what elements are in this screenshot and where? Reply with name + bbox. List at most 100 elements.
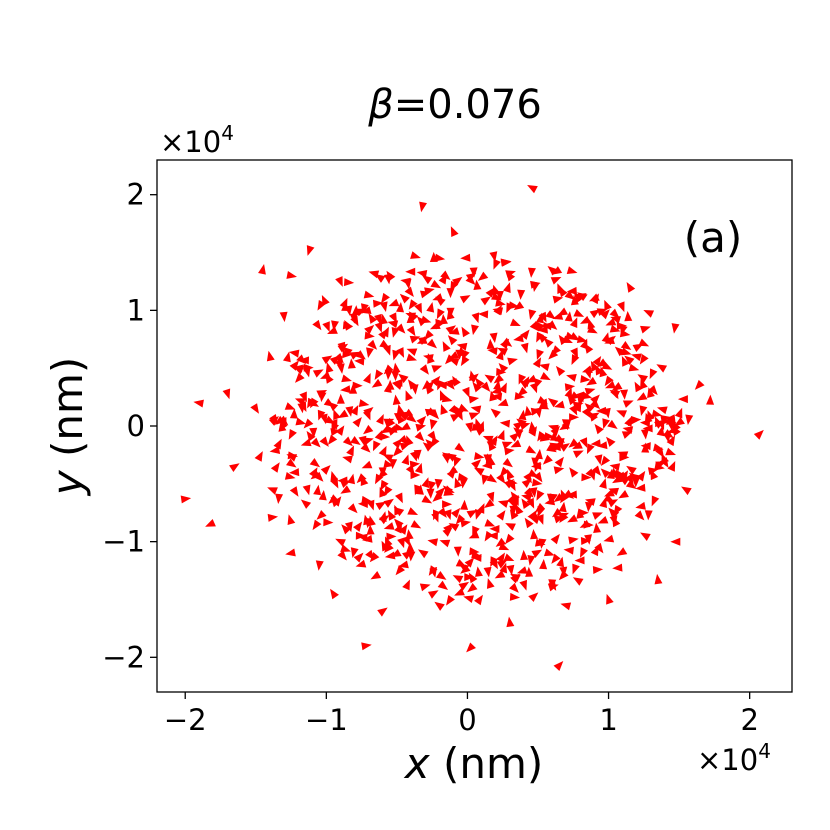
- scatter-point: [488, 440, 497, 452]
- scatter-point: [666, 435, 676, 447]
- scatter-point: [583, 520, 594, 529]
- scatter-point: [398, 435, 409, 446]
- scatter-point: [374, 369, 384, 381]
- scatter-point: [448, 405, 459, 416]
- scatter-point: [466, 642, 476, 653]
- scatter-point: [563, 546, 574, 555]
- scatter-point: [393, 412, 405, 421]
- scatter-point: [537, 506, 546, 517]
- scatter-point: [493, 258, 501, 270]
- scatter-point: [313, 484, 322, 496]
- scatter-point: [612, 474, 623, 484]
- scatter-point: [468, 412, 480, 421]
- scatter-point: [410, 450, 418, 462]
- scatter-point: [603, 534, 615, 543]
- scatter-point: [352, 381, 363, 390]
- scatter-point: [557, 283, 565, 295]
- scatter-point: [609, 308, 620, 319]
- scatter-point: [525, 445, 537, 454]
- scatter-point: [572, 441, 583, 449]
- scatter-point: [408, 311, 419, 322]
- scatter-point: [519, 379, 530, 389]
- scatter-point: [386, 532, 397, 541]
- scatter-point: [571, 354, 580, 365]
- scatter-point: [471, 459, 482, 470]
- scatter-point: [323, 518, 334, 527]
- scatter-point: [438, 273, 447, 285]
- scatter-point: [517, 289, 526, 300]
- scatter-point: [347, 503, 358, 514]
- scatter-point: [576, 293, 587, 302]
- scatter-point: [425, 439, 436, 449]
- scatter-point: [388, 312, 397, 324]
- scatter-point: [579, 437, 588, 449]
- scatter-point: [440, 404, 449, 415]
- scatter-point: [274, 415, 285, 425]
- scatter-point: [350, 404, 359, 416]
- scatter-point: [600, 455, 611, 467]
- y-tick-label: −2: [102, 640, 145, 674]
- scatter-point: [547, 266, 558, 276]
- scatter-point: [471, 312, 480, 324]
- scatter-point: [468, 530, 480, 539]
- scatter-point: [588, 411, 598, 422]
- scatter-point: [548, 349, 559, 360]
- scatter-point: [639, 353, 649, 365]
- scatter-point: [422, 442, 434, 452]
- scatter-point: [534, 538, 546, 547]
- scatter-point: [285, 548, 296, 557]
- scatter-point: [514, 429, 523, 440]
- scatter-point: [378, 328, 388, 340]
- scatter-point: [289, 408, 298, 419]
- scatter-point: [464, 573, 475, 582]
- scatter-point: [505, 523, 516, 531]
- scatter-point: [362, 409, 371, 421]
- scatter-point: [347, 358, 356, 369]
- scatter-point: [519, 579, 527, 591]
- scatter-point: [517, 386, 528, 397]
- scatter-point: [426, 488, 435, 499]
- scatter-point: [656, 364, 668, 373]
- scatter-point: [294, 372, 305, 383]
- scatter-point: [496, 510, 506, 521]
- scatter-point: [545, 310, 556, 320]
- scatter-point: [574, 556, 585, 565]
- scatter-point: [648, 384, 658, 396]
- scatter-point: [391, 327, 400, 338]
- scatter-point: [566, 286, 577, 295]
- scatter-point: [393, 423, 405, 432]
- scatter-point: [421, 380, 433, 390]
- scatter-point: [486, 473, 498, 483]
- chart-title: β=0.076: [367, 82, 542, 128]
- scatter-point: [654, 573, 663, 585]
- scatter-point: [469, 267, 478, 278]
- scatter-point: [551, 266, 563, 275]
- scatter-point: [441, 394, 453, 403]
- scatter-point: [666, 416, 677, 425]
- scatter-point: [442, 527, 453, 537]
- scatter-point: [436, 381, 448, 390]
- scatter-point: [436, 308, 445, 320]
- scatter-point: [349, 351, 361, 360]
- scatter-point: [391, 370, 400, 382]
- scatter-point: [640, 378, 648, 390]
- scatter-point: [317, 299, 326, 311]
- scatter-point: [524, 517, 534, 529]
- scatter-point: [270, 462, 280, 473]
- scatter-point: [434, 601, 445, 611]
- scatter-point: [480, 296, 491, 306]
- scatter-point: [429, 409, 440, 420]
- scatter-point: [592, 355, 602, 367]
- scatter-point: [489, 251, 498, 262]
- scatter-point: [453, 456, 462, 467]
- scatter-point: [322, 321, 330, 333]
- scatter-point: [180, 495, 192, 504]
- scatter-point: [484, 457, 496, 467]
- scatter-point: [529, 382, 538, 394]
- scatter-point: [484, 519, 496, 527]
- scatter-point: [337, 476, 348, 485]
- scatter-point: [374, 273, 386, 283]
- scatter-point: [267, 487, 278, 495]
- scatter-point: [383, 498, 394, 508]
- scatter-point: [393, 506, 405, 517]
